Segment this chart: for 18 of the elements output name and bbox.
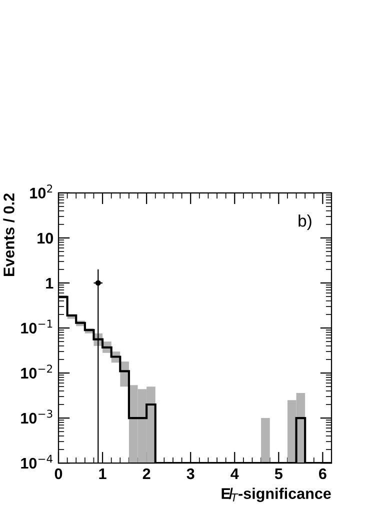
y-tick-label: 10 xyxy=(38,232,54,244)
y-tick-label: 10$^{−2}$ xyxy=(21,364,52,379)
y-tick-label: 10$^{−4}$ xyxy=(21,454,52,469)
y-tick-label: 10$^{−1}$ xyxy=(21,320,52,334)
y-tick-label: 10$^{2}$ xyxy=(30,184,52,198)
x-tick-label: 5 xyxy=(274,468,282,480)
x-tick-label: 0 xyxy=(54,468,62,480)
x-tick-label: 4 xyxy=(230,468,239,480)
x-tick-label: 3 xyxy=(186,468,194,480)
x-tick-label: 2 xyxy=(142,468,150,480)
x-axis-title: E̸$_{T}$-significance xyxy=(222,488,331,502)
y-tick-label: 1 xyxy=(46,278,54,289)
y-tick-label: 10$^{−3}$ xyxy=(21,410,52,424)
x-tick-label: 6 xyxy=(319,468,326,480)
bar xyxy=(261,418,270,464)
annotation: b) xyxy=(298,214,312,230)
x-tick-label: 1 xyxy=(99,468,106,480)
y-axis-title: Events / 0.2 xyxy=(3,194,15,276)
